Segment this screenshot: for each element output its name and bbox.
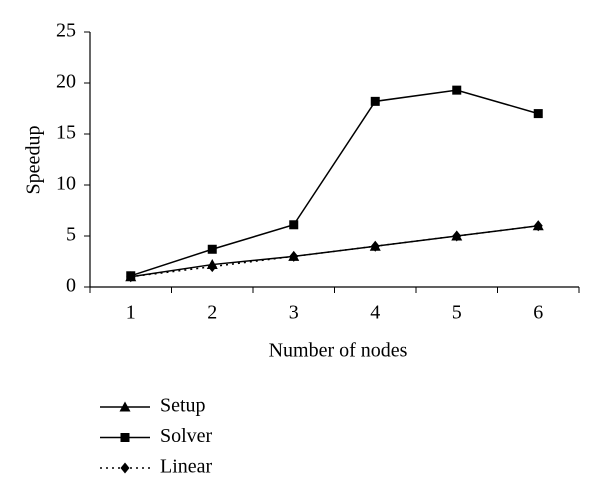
- x-tick-label: 1: [126, 302, 136, 324]
- marker: [126, 271, 136, 283]
- series-line: [130, 225, 539, 278]
- y-tick-label: 10: [56, 173, 76, 195]
- marker: [370, 96, 380, 106]
- x-axis-title: Number of nodes: [269, 340, 408, 362]
- legend-label: Solver: [160, 425, 213, 447]
- marker: [289, 220, 299, 230]
- marker: [452, 85, 462, 95]
- marker: [289, 250, 299, 262]
- y-tick-label: 15: [56, 122, 76, 144]
- x-tick-label: 6: [533, 302, 543, 324]
- legend-label: Setup: [160, 395, 206, 417]
- legend-label: Linear: [160, 456, 213, 478]
- y-tick-label: 5: [66, 224, 76, 246]
- marker: [370, 240, 380, 252]
- marker: [452, 230, 462, 242]
- marker: [119, 401, 131, 412]
- marker: [207, 244, 217, 254]
- marker: [207, 261, 217, 273]
- series-line: [130, 89, 539, 277]
- marker: [533, 220, 543, 232]
- y-axis-title: Speedup: [23, 126, 45, 195]
- y-tick-label: 20: [56, 71, 76, 93]
- y-tick-label: 0: [66, 275, 76, 297]
- x-tick-label: 3: [289, 302, 299, 324]
- marker: [120, 462, 130, 474]
- marker: [120, 433, 130, 442]
- y-tick-label: 25: [56, 20, 76, 42]
- x-tick-label: 4: [370, 302, 380, 324]
- x-tick-label: 5: [452, 302, 462, 324]
- x-tick-label: 2: [207, 302, 217, 324]
- marker: [533, 109, 543, 119]
